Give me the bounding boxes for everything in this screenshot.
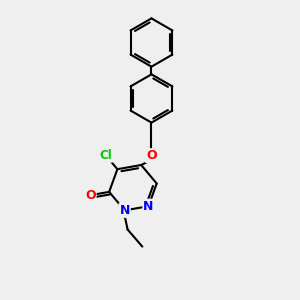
Text: Cl: Cl: [99, 149, 112, 162]
Text: O: O: [146, 149, 157, 162]
Text: N: N: [143, 200, 154, 213]
Text: N: N: [119, 204, 130, 217]
Text: O: O: [85, 189, 96, 202]
